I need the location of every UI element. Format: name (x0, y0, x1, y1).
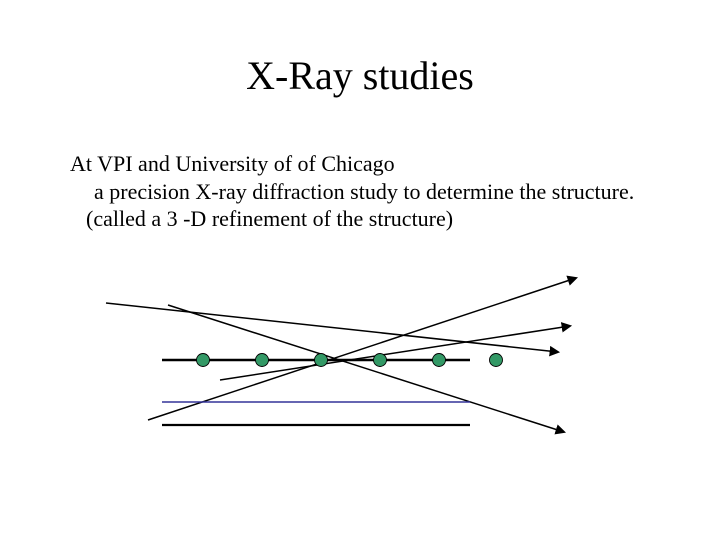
body-line-3: (called a 3 -D refinement of the structu… (70, 205, 680, 233)
atom-dot (490, 354, 503, 367)
body-line-2: a precision X-ray diffraction study to d… (70, 178, 680, 206)
diagram-svg (100, 270, 600, 470)
atom-dot (197, 354, 210, 367)
ray-arrow (106, 303, 558, 352)
diffraction-diagram (100, 270, 600, 470)
atom-dot (315, 354, 328, 367)
slide-title: X-Ray studies (0, 52, 720, 99)
ray-arrow (168, 305, 564, 432)
body-line-1: At VPI and University of of Chicago (70, 150, 680, 178)
ray-arrow (148, 278, 576, 420)
body-text: At VPI and University of of Chicago a pr… (70, 150, 680, 233)
atom-dot (374, 354, 387, 367)
atom-dot (256, 354, 269, 367)
atom-dot (433, 354, 446, 367)
